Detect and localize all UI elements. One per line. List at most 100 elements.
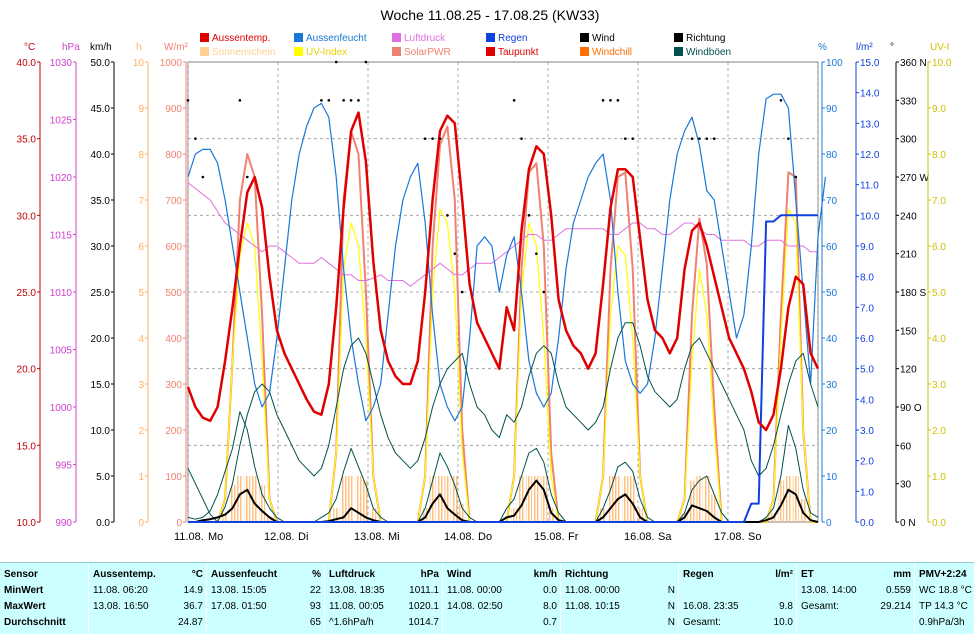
- wind-tick-label: 10.0: [91, 426, 111, 437]
- sunshine-bar: [222, 512, 229, 522]
- sunshine-bar: [696, 476, 703, 522]
- temp-tick-label: 35.0: [17, 135, 37, 146]
- direction-tick-label: 120: [900, 365, 917, 376]
- header-humidity: Aussenfeucht: [211, 569, 278, 580]
- sunshine-bar: [711, 494, 718, 522]
- sunshine-tick-label: 6: [138, 242, 144, 253]
- direction-dot: [623, 137, 627, 140]
- pressure-tick-label: 990: [55, 518, 72, 529]
- direction-tick-label: 210: [900, 250, 917, 261]
- header-et: ET: [801, 569, 814, 580]
- x-tick-day-3: Mi: [388, 531, 400, 543]
- sunshine-bar: [689, 480, 695, 522]
- series-luftdruck-line: [187, 182, 818, 287]
- rain-tick-label: 14.0: [860, 89, 880, 100]
- direction-dot: [327, 99, 331, 102]
- series-regen-line: [188, 214, 818, 523]
- rain-tick-label: 11.0: [860, 181, 879, 192]
- direction-dot: [364, 60, 368, 64]
- legend-label-2: Aussenfeucht: [306, 33, 367, 44]
- axis-unit-deg: °: [890, 42, 894, 53]
- sunshine-tick-label: 8: [138, 150, 144, 161]
- uv-tick-label: 0.0: [932, 518, 946, 529]
- direction-dot: [446, 214, 449, 217]
- solar-tick-label: 400: [165, 334, 182, 345]
- col-direction: Richtung 11.08. 00:00 N 11.08. 10:15 N N: [560, 563, 679, 634]
- wind-tick-label: 40.0: [91, 150, 111, 161]
- uv-tick-label: 8.0: [932, 150, 946, 161]
- col-humidity: Aussenfeucht% 13.08. 15:05 22 17.08. 01:5…: [206, 563, 325, 634]
- axis-unit-h: h: [136, 42, 142, 53]
- row-label-min: MinWert: [4, 585, 44, 596]
- direction-dot: [245, 175, 249, 179]
- sunshine-bar: [607, 476, 614, 522]
- et-min-value: 0.559: [885, 585, 911, 596]
- humidity-tick-label: 10: [826, 472, 838, 483]
- temp-max-value: 36.7: [183, 601, 203, 612]
- axis-unit-uv: UV-I: [930, 42, 949, 53]
- rain-tick-label: 15.0: [860, 58, 880, 69]
- hum-min-value: 22: [309, 585, 321, 596]
- header-rain-unit: l/m²: [775, 569, 793, 580]
- et-total-label: Gesamt:: [801, 601, 839, 612]
- pmv-windchill: WC 18.8 °C: [919, 585, 972, 596]
- direction-tick-label: 30: [900, 480, 912, 491]
- rain-max-time: 16.08. 23:35: [683, 601, 739, 612]
- solar-tick-label: 600: [165, 242, 182, 253]
- x-tick-date-7: 17.08.: [714, 531, 745, 543]
- x-tick-day-6: Sa: [658, 531, 672, 543]
- direction-dot: [320, 99, 323, 102]
- direction-dot: [201, 175, 205, 179]
- sunshine-bar: [266, 517, 273, 522]
- temp-tick-label: 40.0: [17, 58, 37, 69]
- direction-dot: [616, 99, 620, 102]
- solar-tick-label: 700: [165, 196, 182, 207]
- sunshine-bar: [340, 476, 347, 522]
- sunshine-bar: [540, 476, 547, 522]
- series-aussenfeucht-line: [187, 93, 826, 422]
- legend-swatch-12: [674, 47, 683, 56]
- pmv-dewpoint: TP 14.3 °C: [919, 601, 968, 612]
- dir-max-time: 11.08. 10:15: [565, 601, 620, 612]
- wind-tick-label: 35.0: [91, 196, 111, 207]
- header-temp-unit: °C: [191, 569, 203, 580]
- direction-tick-label: 0 N: [900, 518, 916, 529]
- dir-min-value: N: [667, 585, 675, 596]
- sunshine-bar: [518, 476, 525, 522]
- uv-tick-label: 1.0: [932, 472, 946, 483]
- wind-tick-label: 20.0: [91, 334, 111, 345]
- x-tick-day-4: Do: [478, 531, 492, 543]
- uv-tick-label: 10.0: [932, 58, 952, 69]
- direction-dot: [186, 99, 190, 102]
- uv-tick-label: 4.0: [932, 334, 946, 345]
- solar-tick-label: 800: [165, 150, 182, 161]
- dir-min-time: 11.08. 00:00: [565, 585, 620, 596]
- temp-min-time: 11.08. 06:20: [93, 585, 148, 596]
- wind-min-value: 0.0: [543, 585, 557, 596]
- header-pressure: Luftdruck: [329, 569, 376, 580]
- direction-tick-label: 180 S: [900, 288, 926, 299]
- sunshine-bar: [777, 480, 784, 522]
- axis-unit-wm2: W/m²: [164, 42, 189, 53]
- axis-unit-hpa: hPa: [62, 42, 80, 53]
- humidity-tick-label: 60: [826, 242, 838, 253]
- direction-dot: [794, 175, 798, 179]
- uv-tick-label: 9.0: [932, 104, 946, 115]
- rain-tick-label: 5.0: [860, 365, 874, 376]
- sunshine-bar: [444, 476, 451, 522]
- rain-tick-label: 12.0: [860, 150, 880, 161]
- direction-dot: [631, 137, 635, 140]
- axis-unit-lm2: l/m²: [856, 42, 873, 53]
- legend-label-10: Taupunkt: [498, 47, 539, 58]
- pressure-tick-label: 995: [55, 461, 72, 472]
- x-tick-day-5: Fr: [568, 531, 579, 543]
- sunshine-bar: [333, 508, 340, 522]
- wind-tick-label: 5.0: [96, 472, 110, 483]
- series-aussentemp-line: [186, 111, 820, 432]
- uv-tick-label: 5.0: [932, 288, 946, 299]
- direction-tick-label: 150: [900, 326, 917, 337]
- direction-dot: [690, 137, 694, 140]
- pressure-tick-label: 1005: [50, 346, 73, 357]
- direction-dot: [787, 137, 790, 140]
- axis-unit-temp: °C: [24, 42, 35, 53]
